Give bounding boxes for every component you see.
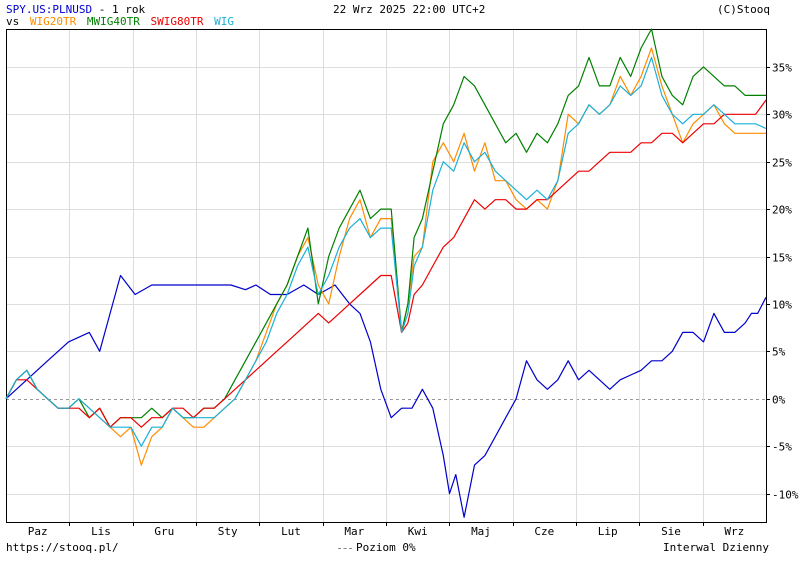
y-tick-label: 25% bbox=[772, 157, 792, 170]
x-tick-label: Wrz bbox=[724, 525, 744, 538]
compare-legend: vs WIG20TR MWIG40TR SWIG80TR WIG bbox=[6, 15, 234, 28]
credit-link[interactable]: (C)Stooq bbox=[717, 3, 770, 16]
timestamp: 22 Wrz 2025 22:00 UTC+2 bbox=[333, 3, 486, 16]
x-tick-label: Lip bbox=[598, 525, 618, 538]
series-line-mwig40tr bbox=[5, 28, 766, 428]
y-tick-label: 5% bbox=[772, 346, 786, 359]
legend-swig80tr: SWIG80TR bbox=[150, 15, 204, 28]
y-tick-label: 15% bbox=[772, 252, 792, 265]
zero-level-legend: Poziom 0% bbox=[338, 541, 416, 554]
header-title-line: SPY.US:PLNUSD - 1 rok bbox=[6, 3, 145, 16]
x-tick-label: Sie bbox=[661, 525, 681, 538]
y-tick-label: -10% bbox=[772, 489, 799, 502]
interval-label: Interwal Dzienny bbox=[663, 541, 769, 554]
zero-dash-icon bbox=[338, 547, 352, 549]
footer-url[interactable]: https://stooq.pl/ bbox=[6, 541, 119, 554]
y-tick-label: -5% bbox=[772, 441, 792, 454]
y-tick-label: 0% bbox=[772, 394, 786, 407]
x-tick-label: Sty bbox=[218, 525, 238, 538]
x-tick-label: Lis bbox=[91, 525, 111, 538]
legend-mwig40tr: MWIG40TR bbox=[86, 15, 140, 28]
plot-frame bbox=[6, 29, 767, 523]
series-line-wig bbox=[5, 56, 767, 447]
series-line-spy-us-plnusd bbox=[5, 274, 767, 518]
legend-wig20tr: WIG20TR bbox=[29, 15, 77, 28]
series-line-swig80tr bbox=[5, 99, 767, 428]
x-tick-label: Maj bbox=[471, 525, 491, 538]
x-tick-label: Lut bbox=[281, 525, 301, 538]
y-tick-label: 20% bbox=[772, 204, 792, 217]
y-tick-label: 35% bbox=[772, 62, 792, 75]
legend-wig: WIG bbox=[214, 15, 234, 28]
symbol-label: SPY.US:PLNUSD bbox=[6, 3, 93, 16]
x-tick-label: Kwi bbox=[408, 525, 428, 538]
y-tick-label: 10% bbox=[772, 299, 792, 312]
x-tick-label: Paz bbox=[28, 525, 48, 538]
zero-level-label: Poziom 0% bbox=[356, 541, 416, 554]
vs-label: vs bbox=[6, 15, 20, 28]
x-tick-label: Mar bbox=[344, 525, 364, 538]
period-label: - 1 rok bbox=[92, 3, 146, 16]
y-tick-label: 30% bbox=[772, 109, 792, 122]
series-line-wig20tr bbox=[5, 47, 766, 466]
x-tick-label: Gru bbox=[154, 525, 174, 538]
x-tick-label: Cze bbox=[534, 525, 554, 538]
